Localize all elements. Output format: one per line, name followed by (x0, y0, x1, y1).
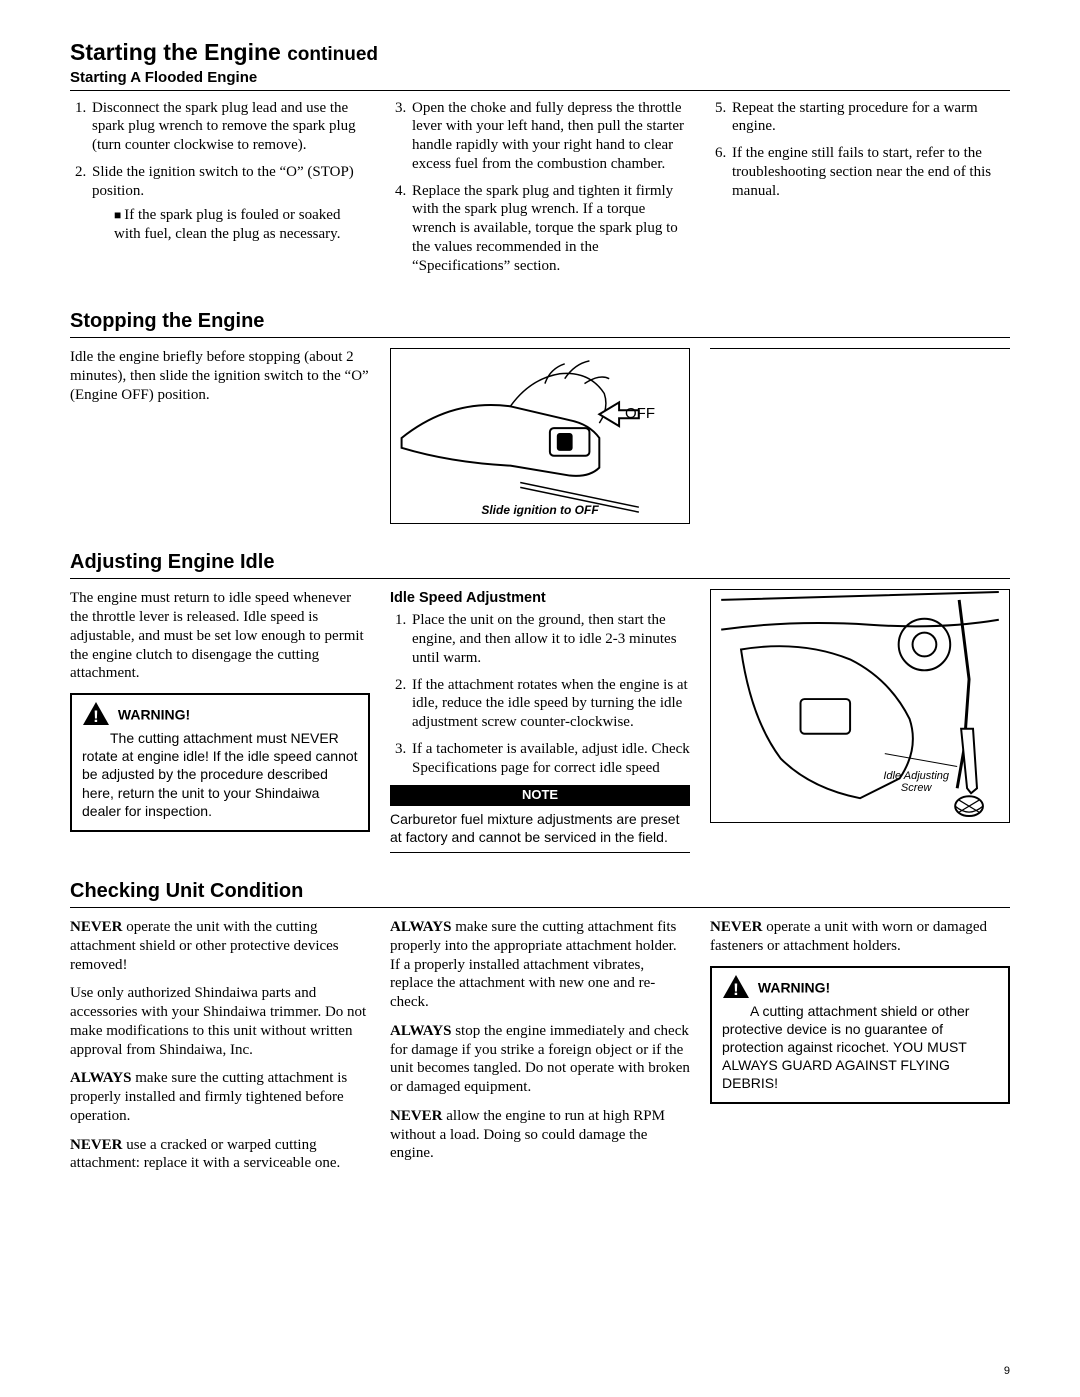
warning-body: The cutting attachment must NEVER rotate… (82, 730, 358, 819)
col-1: Idle the engine briefly before stopping … (70, 348, 370, 524)
list-item: Open the choke and fully depress the thr… (410, 99, 690, 174)
section-checking-condition: Checking Unit Condition NEVER operate th… (70, 879, 1010, 1183)
section-stopping-engine: Stopping the Engine Idle the engine brie… (70, 309, 1010, 524)
ignition-illustration (391, 349, 689, 523)
body-text: ALWAYS make sure the cutting attachment … (70, 1069, 370, 1125)
figure-label-idle: Idle AdjustingScrew (883, 770, 949, 794)
list-item: Repeat the starting procedure for a warm… (730, 99, 1010, 137)
page-title: Starting the Engine continued (70, 38, 1010, 67)
body-text: Idle the engine briefly before stopping … (70, 348, 370, 404)
warning-icon: ! (722, 974, 750, 1000)
title-text: Starting the Engine (70, 39, 281, 65)
col-3: Repeat the starting procedure for a warm… (710, 99, 1010, 284)
col-1: NEVER operate the unit with the cutting … (70, 918, 370, 1183)
figure-caption: Slide ignition to OFF (391, 503, 689, 518)
section-starting-engine: Starting the Engine continued Starting A… (70, 38, 1010, 283)
columns: Idle the engine briefly before stopping … (70, 348, 1010, 524)
svg-text:!: ! (93, 707, 99, 726)
col-1: The engine must return to idle speed whe… (70, 589, 370, 853)
heading-stopping: Stopping the Engine (70, 309, 1010, 338)
section-adjusting-idle: Adjusting Engine Idle The engine must re… (70, 550, 1010, 853)
warning-body: A cutting attachment shield or other pro… (722, 1003, 969, 1092)
body-text: NEVER operate the unit with the cutting … (70, 918, 370, 974)
heading-idle: Adjusting Engine Idle (70, 550, 1010, 579)
columns: NEVER operate the unit with the cutting … (70, 918, 1010, 1183)
page-number: 9 (1004, 1365, 1010, 1379)
list-item: If the attachment rotates when the engin… (410, 676, 690, 732)
figure-idle-screw: Idle AdjustingScrew (710, 589, 1010, 823)
col-2: Idle Speed Adjustment Place the unit on … (390, 589, 690, 853)
list-item: If the engine still fails to start, refe… (730, 144, 1010, 200)
subheading-flooded: Starting A Flooded Engine (70, 69, 1010, 91)
body-text: NEVER operate a unit with worn or damage… (710, 918, 1010, 956)
col-3: Idle AdjustingScrew (710, 589, 1010, 853)
body-text: NEVER use a cracked or warped cutting at… (70, 1136, 370, 1174)
warning-title: WARNING! (118, 707, 190, 723)
bullet-item: If the spark plug is fouled or soaked wi… (112, 206, 370, 244)
col-2: Open the choke and fully depress the thr… (390, 99, 690, 284)
columns: The engine must return to idle speed whe… (70, 589, 1010, 853)
idle-screw-illustration (711, 590, 1009, 822)
body-text: ALWAYS stop the engine immediately and c… (390, 1022, 690, 1097)
warning-title: WARNING! (758, 979, 830, 995)
title-continued: continued (287, 44, 378, 65)
body-text: ALWAYS make sure the cutting attachment … (390, 918, 690, 1012)
svg-text:!: ! (733, 980, 739, 999)
warning-box: ! WARNING! The cutting attachment must N… (70, 693, 370, 832)
col-2: OFF Slide ignition to OFF (390, 348, 690, 524)
figure-ignition-off: OFF Slide ignition to OFF (390, 348, 690, 524)
body-text: Use only authorized Shindaiwa parts and … (70, 984, 370, 1059)
columns: Disconnect the spark plug lead and use t… (70, 99, 1010, 284)
body-text: NEVER allow the engine to run at high RP… (390, 1107, 690, 1163)
col-1: Disconnect the spark plug lead and use t… (70, 99, 370, 284)
note-body: Carburetor fuel mixture adjustments are … (390, 806, 690, 853)
list-item: Place the unit on the ground, then start… (410, 611, 690, 667)
figure-label-off: OFF (625, 405, 655, 424)
list-item: If a tachometer is available, adjust idl… (410, 740, 690, 778)
list-item: Replace the spark plug and tighten it fi… (410, 182, 690, 276)
col-3 (710, 348, 1010, 524)
col-2: ALWAYS make sure the cutting attachment … (390, 918, 690, 1183)
body-text: The engine must return to idle speed whe… (70, 589, 370, 683)
list-item: Slide the ignition switch to the “O” (ST… (90, 163, 370, 244)
subheading-idle-adjust: Idle Speed Adjustment (390, 589, 690, 607)
col-3: NEVER operate a unit with worn or damage… (710, 918, 1010, 1183)
warning-icon: ! (82, 701, 110, 727)
heading-checking: Checking Unit Condition (70, 879, 1010, 908)
warning-box: ! WARNING! A cutting attachment shield o… (710, 966, 1010, 1105)
note-title: NOTE (390, 785, 690, 805)
list-item: Disconnect the spark plug lead and use t… (90, 99, 370, 155)
